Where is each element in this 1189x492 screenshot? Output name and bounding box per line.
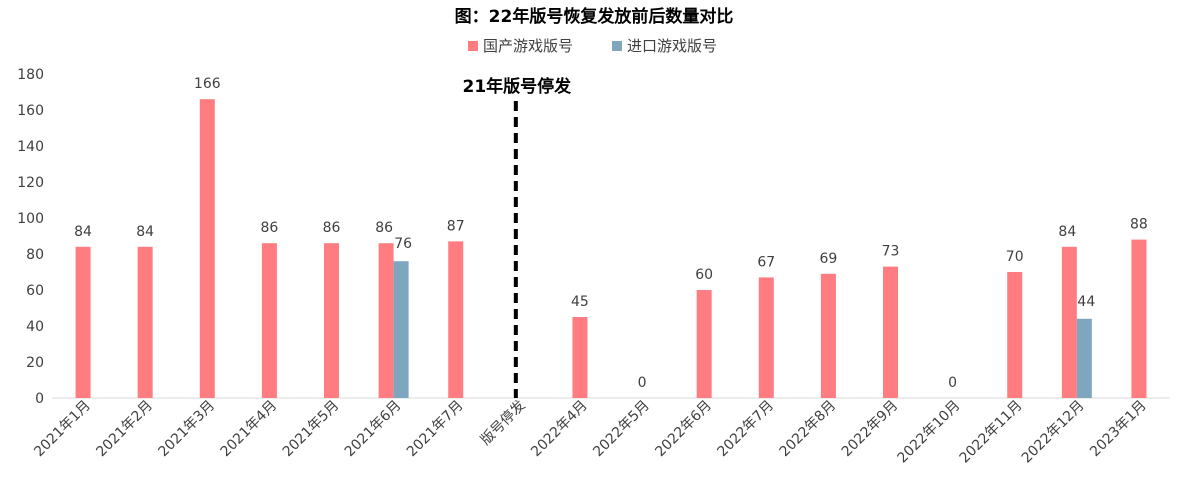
bar-domestic <box>199 99 215 398</box>
y-tick-label: 180 <box>17 67 44 83</box>
bars <box>75 99 1147 398</box>
legend-label: 国产游戏版号 <box>483 37 573 55</box>
data-label-domestic: 86 <box>375 220 393 236</box>
bar-domestic <box>448 241 464 398</box>
legend: 国产游戏版号 进口游戏版号 <box>468 37 717 55</box>
data-label-domestic: 84 <box>74 224 92 240</box>
data-label-domestic: 87 <box>447 218 465 234</box>
x-tick-label: 2021年7月 <box>404 398 467 461</box>
y-tick-label: 120 <box>17 175 44 191</box>
x-tick-label: 版号停发 <box>477 397 529 449</box>
bar-domestic <box>1007 272 1023 398</box>
x-tick-label: 2021年4月 <box>218 398 281 461</box>
data-label-domestic: 88 <box>1130 217 1148 233</box>
bar-domestic <box>324 243 339 398</box>
y-tick-label: 0 <box>35 391 44 407</box>
y-tick-label: 160 <box>17 103 44 119</box>
data-label-domestic: 84 <box>136 224 154 240</box>
bar-domestic <box>883 266 898 398</box>
x-tick-label: 2022年9月 <box>839 398 902 461</box>
y-tick-label: 140 <box>17 139 44 155</box>
bar-import <box>1076 318 1092 398</box>
y-axis: 0 20 40 60 80 100 120 140 160 180 <box>17 67 44 407</box>
data-label-domestic: 67 <box>757 254 775 270</box>
x-tick-label: 2022年10月 <box>895 398 964 467</box>
bar-domestic <box>75 246 91 398</box>
x-tick-label: 2022年12月 <box>1019 398 1088 467</box>
bar-domestic <box>1131 239 1147 398</box>
bar-domestic <box>820 273 836 398</box>
x-tick-label: 2022年5月 <box>590 398 653 461</box>
bar-domestic <box>137 246 153 398</box>
x-tick-label: 2022年6月 <box>652 398 715 461</box>
x-tick-label: 2023年1月 <box>1087 398 1150 461</box>
data-label-import: 44 <box>1077 294 1095 310</box>
x-tick-label: 2021年5月 <box>280 398 343 461</box>
x-tick-label: 2022年11月 <box>957 398 1026 467</box>
chart-title: 图：22年版号恢复发放前后数量对比 <box>455 6 734 27</box>
legend-item-0: 国产游戏版号 <box>468 37 573 55</box>
data-label-domestic: 84 <box>1058 224 1076 240</box>
legend-swatch <box>612 41 622 51</box>
data-label-import: 76 <box>394 236 412 252</box>
bar-import <box>393 261 409 398</box>
y-tick-label: 40 <box>26 319 44 335</box>
data-label-domestic: 0 <box>638 375 647 391</box>
y-tick-label: 80 <box>26 247 44 263</box>
annotation-text: 21年版号停发 <box>462 76 572 97</box>
annotation: 21年版号停发 <box>462 76 572 398</box>
x-tick-label: 2022年4月 <box>528 398 591 461</box>
data-label-domestic: 166 <box>194 76 221 92</box>
y-tick-label: 60 <box>26 283 44 299</box>
bar-domestic <box>261 243 277 398</box>
bar-domestic <box>696 290 712 398</box>
bar-domestic <box>378 243 394 398</box>
x-tick-label: 2022年8月 <box>777 398 840 461</box>
data-label-domestic: 60 <box>695 267 713 283</box>
bar-domestic <box>758 277 774 398</box>
data-label-domestic: 73 <box>882 244 900 260</box>
x-tick-label: 2021年2月 <box>93 398 156 461</box>
y-tick-label: 20 <box>26 355 44 371</box>
x-tick-label: 2022年7月 <box>714 398 777 461</box>
data-label-domestic: 70 <box>1006 249 1024 265</box>
x-tick-label: 2021年6月 <box>342 398 405 461</box>
x-axis: 2021年1月 2021年2月 2021年3月 2021年4月 2021年5月 2021年… <box>31 397 1170 467</box>
data-label-domestic: 86 <box>260 220 278 236</box>
legend-label: 进口游戏版号 <box>627 37 717 55</box>
data-label-domestic: 86 <box>323 220 341 236</box>
legend-item-1: 进口游戏版号 <box>612 37 717 55</box>
bar-domestic <box>572 317 588 398</box>
x-tick-label: 2021年3月 <box>155 398 218 461</box>
data-label-domestic: 69 <box>819 251 837 267</box>
data-label-domestic: 0 <box>948 375 957 391</box>
legend-swatch <box>468 41 478 51</box>
data-label-domestic: 45 <box>571 294 589 310</box>
bar-domestic <box>1061 246 1077 398</box>
y-tick-label: 100 <box>17 211 44 227</box>
